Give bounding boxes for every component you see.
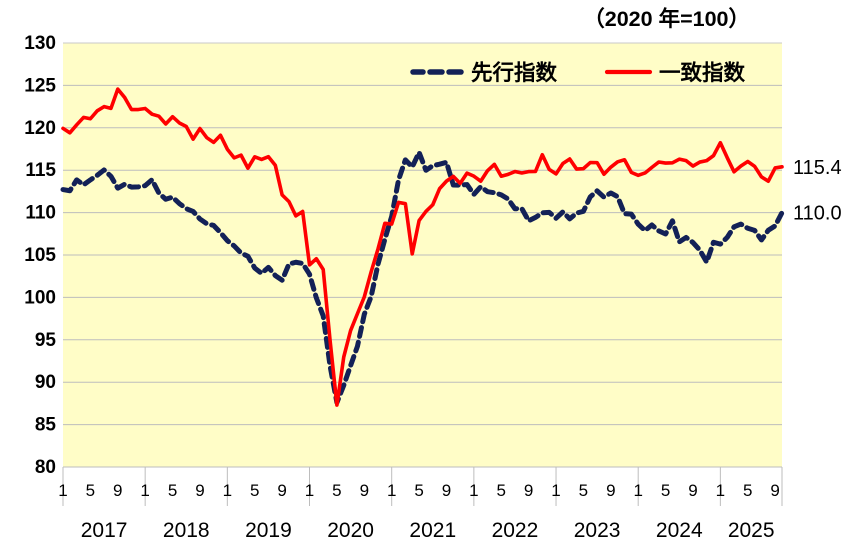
svg-text:2024: 2024 [656,519,703,542]
svg-text:先行指数: 先行指数 [471,60,558,85]
svg-text:一致指数: 一致指数 [659,60,746,85]
svg-text:9: 9 [113,481,122,500]
svg-text:90: 90 [35,372,56,393]
svg-text:9: 9 [360,481,369,500]
svg-text:105: 105 [24,245,56,266]
svg-text:130: 130 [24,33,56,54]
svg-text:85: 85 [35,415,57,436]
svg-text:2023: 2023 [574,519,621,542]
svg-text:2017: 2017 [81,519,128,542]
svg-text:5: 5 [661,481,670,500]
svg-text:5: 5 [579,481,588,500]
svg-text:100: 100 [24,287,56,308]
svg-text:110: 110 [25,203,56,224]
svg-text:9: 9 [524,481,533,500]
svg-text:5: 5 [332,481,341,500]
svg-text:1: 1 [633,481,642,500]
svg-text:9: 9 [277,481,286,500]
svg-text:2019: 2019 [245,519,292,542]
svg-text:5: 5 [497,481,506,500]
svg-text:95: 95 [35,330,57,351]
svg-text:2022: 2022 [492,519,539,542]
svg-text:1: 1 [305,481,314,500]
svg-text:2025: 2025 [728,519,775,542]
svg-text:80: 80 [35,457,56,478]
svg-text:1: 1 [58,481,67,500]
svg-text:5: 5 [168,481,177,500]
svg-text:9: 9 [770,481,779,500]
svg-text:5: 5 [414,481,423,500]
svg-text:1: 1 [469,481,478,500]
svg-text:9: 9 [442,481,451,500]
svg-text:115: 115 [25,160,56,181]
svg-text:5: 5 [743,481,752,500]
svg-text:2018: 2018 [163,519,210,542]
svg-text:2021: 2021 [409,519,456,542]
svg-text:125: 125 [24,75,56,96]
svg-text:1: 1 [223,481,232,500]
svg-text:9: 9 [195,481,204,500]
svg-text:120: 120 [24,118,56,139]
svg-text:1: 1 [551,481,560,500]
svg-text:110.0: 110.0 [793,203,842,225]
svg-text:9: 9 [688,481,697,500]
svg-text:1: 1 [387,481,396,500]
svg-text:1: 1 [716,481,725,500]
svg-text:5: 5 [86,481,95,500]
svg-text:5: 5 [250,481,259,500]
svg-text:（2020 年=100）: （2020 年=100） [583,6,750,31]
svg-text:115.4: 115.4 [793,157,842,179]
svg-text:1: 1 [140,481,149,500]
svg-text:2020: 2020 [327,519,374,542]
svg-text:9: 9 [606,481,615,500]
